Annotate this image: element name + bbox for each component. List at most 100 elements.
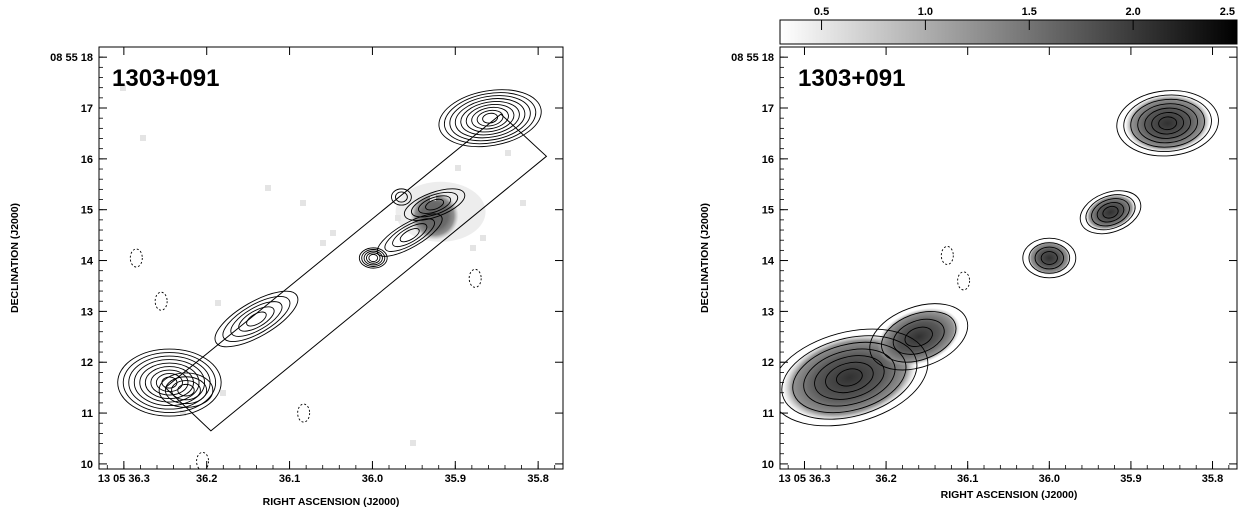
left-contour-level — [384, 218, 435, 252]
left-y-tick-label: 14 — [81, 256, 94, 268]
right-y-tick-label: 10 — [762, 459, 774, 471]
right-contour-level — [1040, 251, 1058, 265]
right-y-tick-label: 17 — [762, 103, 774, 115]
left-panel: 13 05 36.3 36.2 36.1 36.0 35.9 35.8 10 11 12 13 14… — [9, 46, 564, 508]
right-contour-level — [1034, 246, 1064, 270]
left-contour-level — [392, 223, 428, 248]
right-contour-level — [1079, 190, 1142, 235]
left-x-tick-label: 36.0 — [362, 473, 383, 485]
left-grey-speckle — [320, 240, 326, 246]
right-negative-contour — [957, 271, 971, 291]
right-x-tick-label: 36.0 — [1039, 473, 1060, 485]
left-grey-speckle — [215, 300, 221, 306]
right-x-axis-title: RIGHT ASCENSION (J2000) — [941, 489, 1078, 501]
left-contour-level — [361, 249, 386, 267]
right-contours — [780, 90, 1219, 427]
right-y-tick-label: 11 — [762, 408, 774, 420]
left-y-tick-label: 13 — [81, 306, 93, 318]
right-contour-level — [1158, 116, 1178, 131]
left-contour-level — [177, 383, 195, 397]
left-contour-level — [358, 247, 388, 269]
left-y-tick-label: 16 — [81, 154, 93, 166]
right-x-tick-label: 35.8 — [1202, 473, 1223, 485]
left-x-tick-label: 35.9 — [445, 473, 466, 485]
left-frame — [98, 46, 564, 470]
right-contour-level — [1116, 90, 1219, 157]
right-y-tick-label: 12 — [762, 357, 774, 369]
left-contour-level — [376, 213, 443, 257]
left-grey-speckle — [505, 150, 511, 156]
left-contour-level — [158, 372, 214, 408]
left-grey-halo — [395, 181, 486, 242]
left-grey-speckle — [120, 85, 126, 91]
right-grey-emission — [1124, 94, 1211, 153]
left-negative-contour — [154, 291, 168, 311]
left-grey-speckle — [220, 390, 226, 396]
left-contour-level — [471, 106, 509, 130]
right-y-tick-label: 16 — [762, 154, 774, 166]
left-contour-level — [139, 362, 200, 403]
colorbar-tick-label: 0.5 — [814, 6, 829, 18]
left-contour-level — [368, 253, 379, 263]
right-panel: 13 05 36.3 36.2 36.1 36.0 35.9 35.8 10 11 12 13 14… — [699, 6, 1238, 501]
left-y-tick-label: 11 — [81, 408, 93, 420]
right-x-tick-label: 13 05 36.3 — [778, 473, 830, 485]
right-contour-level — [881, 311, 957, 363]
right-contour-level — [825, 361, 874, 394]
left-grey-speckle — [300, 200, 306, 206]
right-frame — [779, 46, 1238, 470]
left-x-tick-label: 36.2 — [196, 473, 217, 485]
left-contour-level — [363, 250, 383, 266]
left-contour-level — [460, 101, 520, 136]
right-contour-level — [1028, 242, 1071, 274]
left-grey-speckle — [455, 165, 461, 171]
left-negative-contour — [129, 248, 143, 268]
left-contour-level — [122, 352, 217, 414]
left-contour-level — [391, 188, 412, 206]
left-contour-level — [133, 359, 206, 407]
left-contour-level — [449, 95, 531, 142]
right-contour-level — [1085, 194, 1136, 231]
right-contour-level — [781, 335, 918, 420]
left-contour-level — [476, 109, 504, 127]
left-x-axis-title: RIGHT ASCENSION (J2000) — [263, 496, 400, 508]
left-x-tick-label: 36.1 — [279, 473, 300, 485]
right-contour-level — [1123, 94, 1212, 153]
left-x-tick-label: 35.8 — [527, 473, 548, 485]
left-grey-speckle — [395, 215, 401, 221]
colorbar-ticks: 0.5 1.0 1.5 2.0 2.5 — [814, 6, 1238, 30]
left-y-tick-label: 12 — [81, 357, 93, 369]
left-source-label: 1303+091 — [112, 65, 219, 92]
right-y-tick-label: 15 — [762, 205, 774, 217]
right-contour-level — [1091, 198, 1130, 227]
right-contour-level — [1102, 205, 1119, 219]
left-negative-contour — [196, 451, 210, 469]
colorbar-tick-label: 2.0 — [1125, 6, 1140, 18]
right-contour-level — [1022, 237, 1077, 279]
right-x-tick-label: 35.9 — [1120, 473, 1141, 485]
right-x-tick-label: 36.2 — [875, 473, 896, 485]
left-grey-speckle — [410, 440, 416, 446]
left-contour-level — [399, 228, 420, 243]
left-grey-speckle — [265, 185, 271, 191]
left-grey-speckle — [470, 245, 476, 251]
left-y-tick-label: 08 55 18 — [50, 52, 93, 64]
left-contour-level — [164, 376, 208, 405]
right-contour-level — [814, 355, 885, 400]
left-contour-level — [454, 98, 526, 139]
left-contour-level — [410, 191, 459, 218]
right-source-label: 1303+091 — [798, 65, 905, 92]
right-contour-level — [1137, 103, 1198, 144]
right-grey-emission — [1027, 241, 1071, 275]
right-contour-level — [869, 303, 969, 371]
right-y-tick-label: 13 — [762, 306, 774, 318]
left-contour-level — [214, 290, 299, 348]
right-contour-level — [1096, 202, 1125, 223]
right-y-axis-title: DECLINATION (J2000) — [699, 203, 711, 313]
right-y-tick-label: 14 — [762, 256, 775, 268]
left-grey-speckle — [140, 135, 146, 141]
left-contour-level — [418, 195, 452, 214]
left-contour-level — [425, 198, 445, 211]
colorbar-tick-label: 1.0 — [918, 6, 933, 18]
